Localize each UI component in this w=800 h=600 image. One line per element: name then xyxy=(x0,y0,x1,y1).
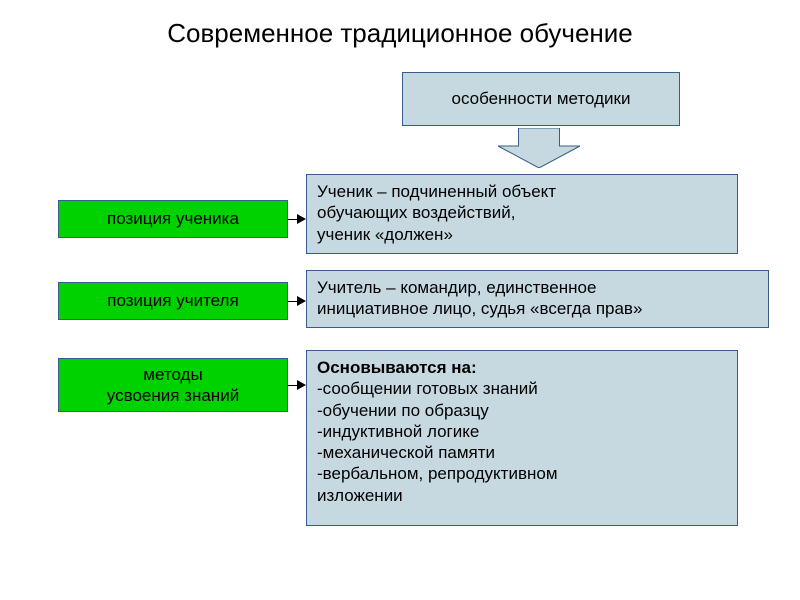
category-box-1: позиция учителя xyxy=(58,282,288,320)
arrow-down-icon xyxy=(498,128,580,168)
page-title: Современное традиционное обучение xyxy=(0,18,800,49)
description-heading-2: Основываются на: xyxy=(317,357,477,378)
description-box-1: Учитель – командир, единственноеинициати… xyxy=(306,270,769,328)
methodology-features-box: особенности методики xyxy=(402,72,680,126)
arrowhead-icon-0 xyxy=(297,214,306,224)
category-box-2: методыусвоения знаний xyxy=(58,358,288,412)
arrowhead-icon-2 xyxy=(297,380,306,390)
description-box-0: Ученик – подчиненный объектобучающих воз… xyxy=(306,174,738,254)
methodology-features-label: особенности методики xyxy=(452,88,631,109)
category-box-0: позиция ученика xyxy=(58,200,288,238)
arrowhead-icon-1 xyxy=(297,296,306,306)
description-box-2: Основываются на:-сообщении готовых знани… xyxy=(306,350,738,526)
